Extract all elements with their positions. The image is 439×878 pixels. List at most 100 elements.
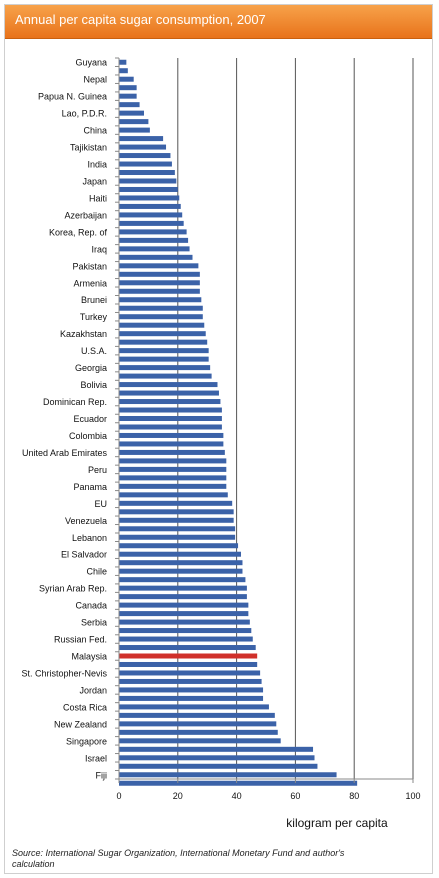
category-label: El Salvador (61, 550, 107, 560)
bar (119, 780, 358, 786)
bar (119, 636, 253, 642)
bar (119, 212, 183, 218)
bar (119, 85, 137, 91)
x-tick-label: 60 (290, 791, 300, 801)
category-label: Japan (82, 176, 107, 186)
bar (119, 678, 262, 684)
category-label: Venezuela (65, 516, 107, 526)
bar (119, 661, 258, 667)
category-label: Georgia (75, 363, 107, 373)
bar (119, 297, 202, 303)
bar (119, 763, 318, 769)
chart-title: Annual per capita sugar consumption, 200… (15, 12, 266, 27)
bar (119, 449, 225, 455)
bar (119, 746, 314, 752)
category-label: China (83, 126, 107, 136)
bar (119, 695, 264, 701)
bar (119, 280, 200, 286)
category-label: Israel (85, 753, 107, 763)
x-tick-label: 20 (173, 791, 183, 801)
bar (119, 645, 256, 651)
category-label: Russian Fed. (54, 635, 107, 645)
bar (119, 102, 140, 108)
x-tick-label: 80 (349, 791, 359, 801)
category-label: Guyana (75, 58, 107, 68)
bar (119, 339, 208, 345)
category-label: Colombia (69, 431, 107, 441)
bar (119, 721, 277, 727)
bar (119, 517, 234, 523)
category-label: Tajikistan (70, 143, 107, 153)
category-label: Chile (86, 567, 107, 577)
bar (119, 237, 189, 243)
bar (119, 772, 337, 778)
bar (119, 136, 164, 142)
category-label: Jordan (79, 685, 107, 695)
bar (119, 738, 281, 744)
category-label: Bolivia (80, 380, 107, 390)
bar (119, 492, 228, 498)
bar (119, 365, 211, 371)
category-label: Ecuador (73, 414, 107, 424)
x-tick-label: 0 (116, 791, 121, 801)
bar (119, 729, 278, 735)
bar (119, 170, 175, 176)
bar (119, 331, 206, 337)
category-label: Azerbaijan (64, 210, 107, 220)
bar (119, 322, 205, 328)
bar (119, 560, 243, 566)
bar (119, 348, 209, 354)
bar (119, 577, 246, 583)
bar (119, 229, 187, 235)
bar (119, 373, 212, 379)
bar (119, 356, 209, 362)
category-label: St. Christopher-Nevis (21, 668, 107, 678)
category-label: Papua N. Guinea (38, 92, 107, 102)
bar (119, 441, 224, 447)
bar (119, 551, 242, 557)
bar (119, 203, 181, 209)
category-label: EU (94, 499, 107, 509)
bar (119, 500, 233, 506)
bar (119, 153, 171, 159)
bar (119, 466, 227, 472)
category-label: Brunei (81, 295, 107, 305)
bar (119, 424, 222, 430)
bar (119, 178, 177, 184)
bar (119, 543, 239, 549)
bar (119, 475, 227, 481)
x-tick-label: 100 (405, 791, 420, 801)
bar (119, 314, 203, 320)
bar (119, 594, 247, 600)
bar (119, 687, 264, 693)
bar (119, 254, 193, 260)
chart-frame: Annual per capita sugar consumption, 200… (4, 4, 433, 874)
bar (119, 526, 236, 532)
bar (119, 144, 167, 150)
category-label: Nepal (83, 75, 107, 85)
bar (119, 534, 236, 540)
bar (119, 399, 221, 405)
category-label: U.S.A. (81, 346, 107, 356)
bar (119, 458, 227, 464)
source-line-1: Source: International Sugar Organization… (12, 848, 345, 858)
category-label: Pakistan (72, 261, 107, 271)
bar (119, 619, 250, 625)
x-axis-title: kilogram per capita (286, 816, 388, 830)
category-label: Syrian Arab Rep. (39, 584, 107, 594)
category-label: Costa Rica (63, 702, 107, 712)
category-label: Panama (73, 482, 107, 492)
bar (119, 407, 222, 413)
bar (119, 220, 184, 226)
bar (119, 110, 144, 116)
category-label: Kazakhstan (60, 329, 107, 339)
category-label: Iraq (91, 244, 107, 254)
bar (119, 59, 127, 65)
bar (119, 628, 252, 634)
category-label: Fiji (96, 770, 108, 780)
category-label: United Arab Emirates (22, 448, 108, 458)
bar (119, 288, 200, 294)
category-label: Malaysia (71, 652, 107, 662)
category-label: Canada (75, 601, 107, 611)
